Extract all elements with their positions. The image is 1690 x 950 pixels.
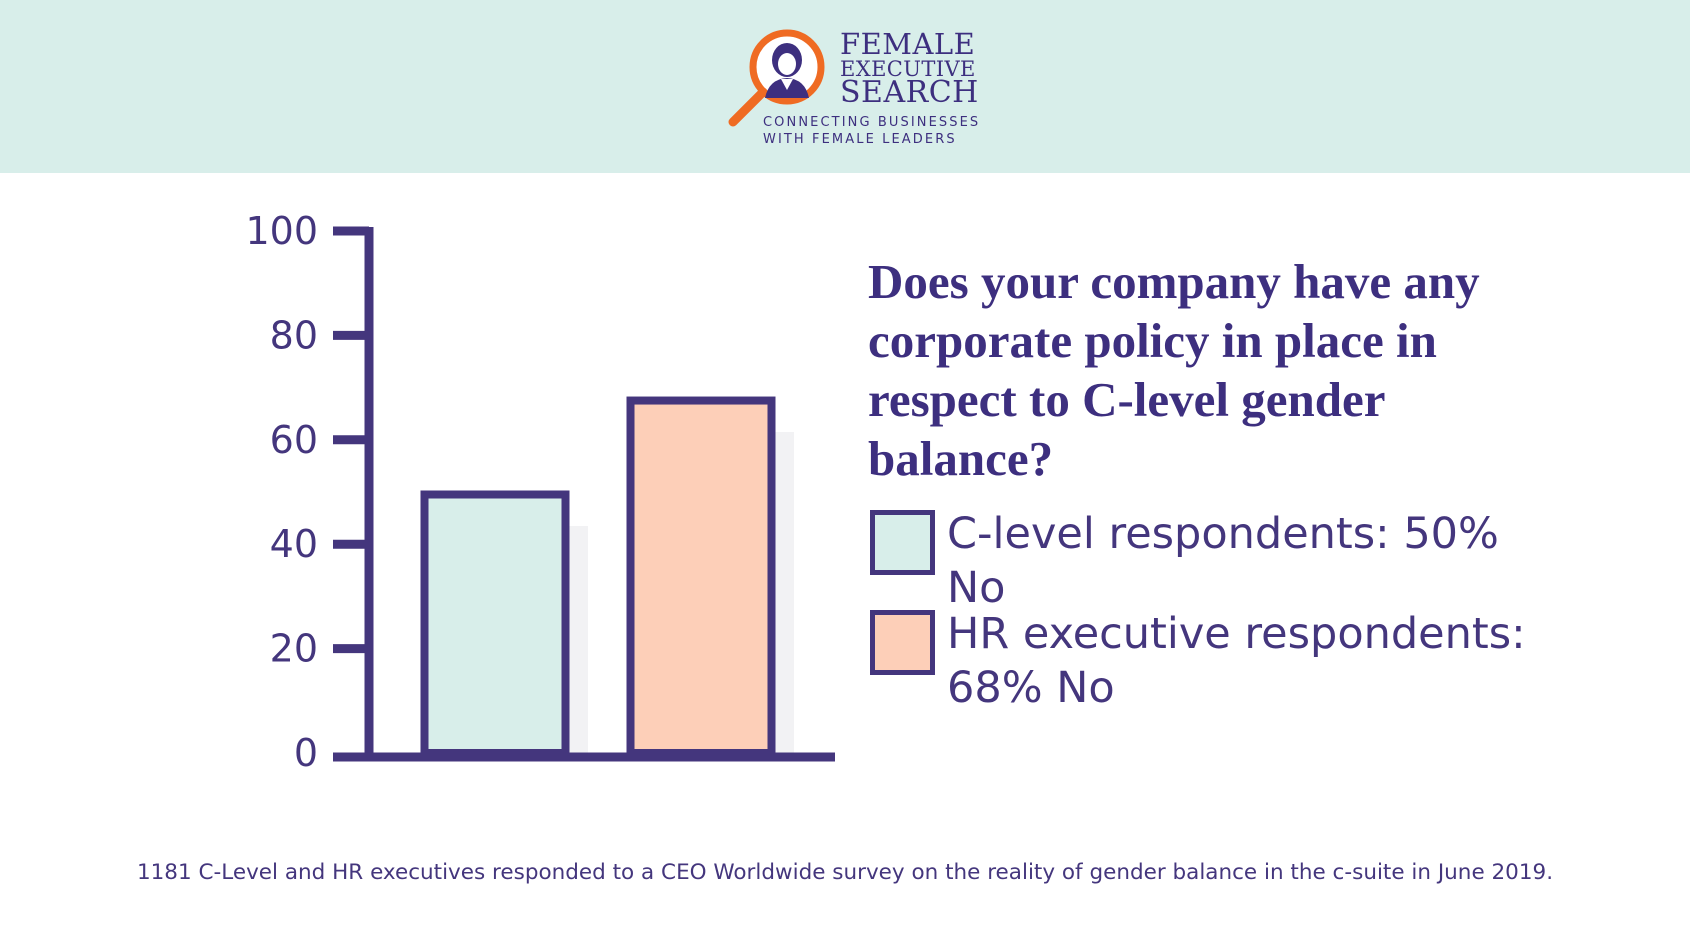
y-tick-label: 20	[270, 627, 318, 671]
header-banner: FEMALE EXECUTIVE SEARCH CONNECTING BUSIN…	[0, 0, 1690, 173]
y-tick-label: 100	[245, 209, 318, 253]
chart-title: Does your company have any corporate pol…	[868, 254, 1480, 486]
survey-footnote: 1181 C-Level and HR executives responded…	[136, 860, 1554, 885]
bar-hr-executive	[626, 396, 776, 757]
brand-name-line2: EXECUTIVE	[840, 57, 976, 81]
brand-tagline-line2: WITH FEMALE LEADERS	[763, 132, 957, 147]
magnifier-woman-icon	[728, 29, 825, 127]
legend-swatch-hr	[870, 610, 935, 675]
bar-c-level	[420, 490, 570, 757]
brand-logo: FEMALE EXECUTIVE SEARCH CONNECTING BUSIN…	[725, 22, 985, 152]
brand-name-line1: FEMALE	[840, 27, 976, 61]
y-tick-label: 80	[270, 313, 318, 357]
y-tick-label: 40	[270, 522, 318, 566]
bar-chart: 0 20 40 60 80 100	[245, 209, 835, 775]
y-tick-label: 60	[270, 418, 318, 462]
legend-label-c-level: C-level respondents: 50% No	[947, 509, 1499, 613]
legend-swatch-c-level	[870, 510, 935, 575]
legend-label-hr: HR executive respondents: 68% No	[947, 609, 1526, 713]
brand-tagline-line1: CONNECTING BUSINESSES	[763, 115, 981, 130]
brand-name-line3: SEARCH	[840, 75, 979, 110]
y-tick-label: 0	[294, 731, 318, 775]
